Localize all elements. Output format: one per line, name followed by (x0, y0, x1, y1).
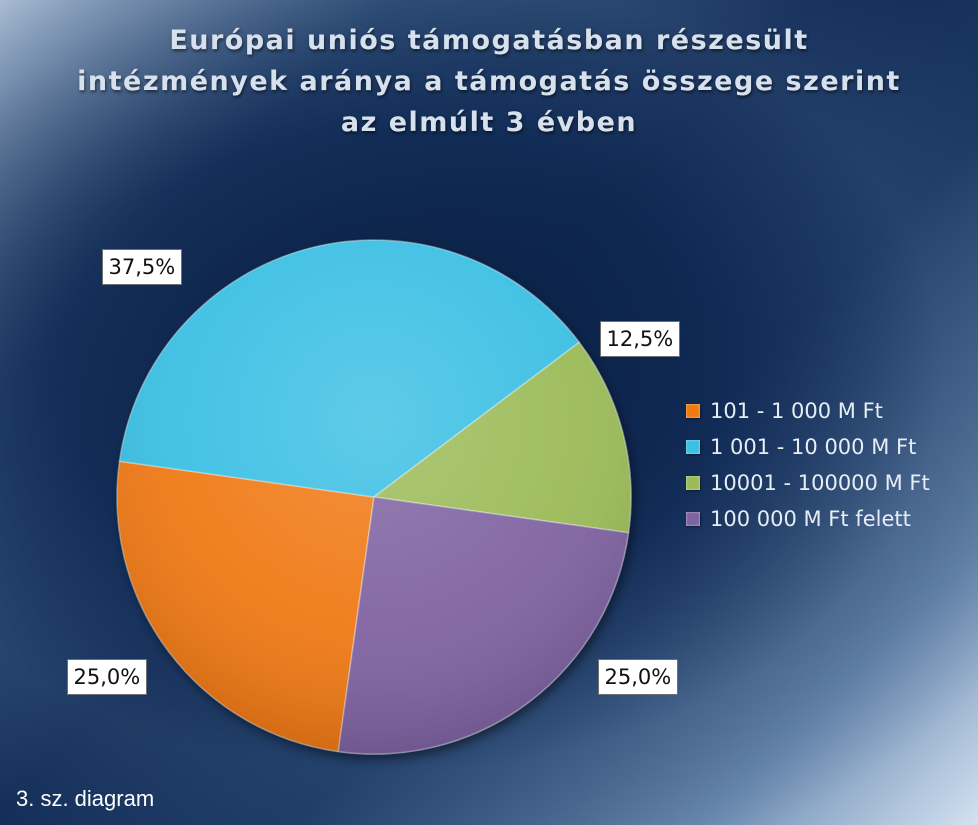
legend-item-over-100000: 100 000 M Ft felett (686, 501, 930, 537)
legend-label: 1 001 - 10 000 M Ft (710, 435, 917, 459)
chart-title-line-2: intézmények aránya a támogatás összege s… (77, 66, 901, 97)
data-label-101-1000: 25,0% (66, 659, 148, 695)
legend-swatch-orange (686, 404, 700, 418)
legend-label: 101 - 1 000 M Ft (710, 399, 883, 423)
chart-title-line-3: az elmúlt 3 évben (340, 107, 638, 138)
legend-item-101-1000: 101 - 1 000 M Ft (686, 393, 930, 429)
footer-note: 3. sz. diagram (16, 786, 155, 811)
data-label-10001-100000: 12,5% (599, 321, 681, 357)
data-label-over-100000: 25,0% (597, 659, 679, 695)
pie-slice-101-1000 (116, 460, 375, 753)
pie-slices (116, 239, 632, 755)
legend-item-1001-10000: 1 001 - 10 000 M Ft (686, 429, 930, 465)
data-label-1001-10000: 37,5% (101, 249, 183, 285)
legend-item-10001-100000: 10001 - 100000 M Ft (686, 465, 930, 501)
legend-swatch-purple (686, 512, 700, 526)
legend-label: 10001 - 100000 M Ft (710, 471, 930, 495)
chart-title-line-1: Európai uniós támogatásban részesült (169, 25, 809, 56)
pie-slice-over-100000 (337, 496, 630, 755)
legend: 101 - 1 000 M Ft 1 001 - 10 000 M Ft 100… (686, 393, 930, 537)
chart-title: Európai uniós támogatásban részesült int… (0, 20, 978, 143)
legend-label: 100 000 M Ft felett (710, 507, 911, 531)
legend-swatch-cyan (686, 440, 700, 454)
legend-swatch-green (686, 476, 700, 490)
